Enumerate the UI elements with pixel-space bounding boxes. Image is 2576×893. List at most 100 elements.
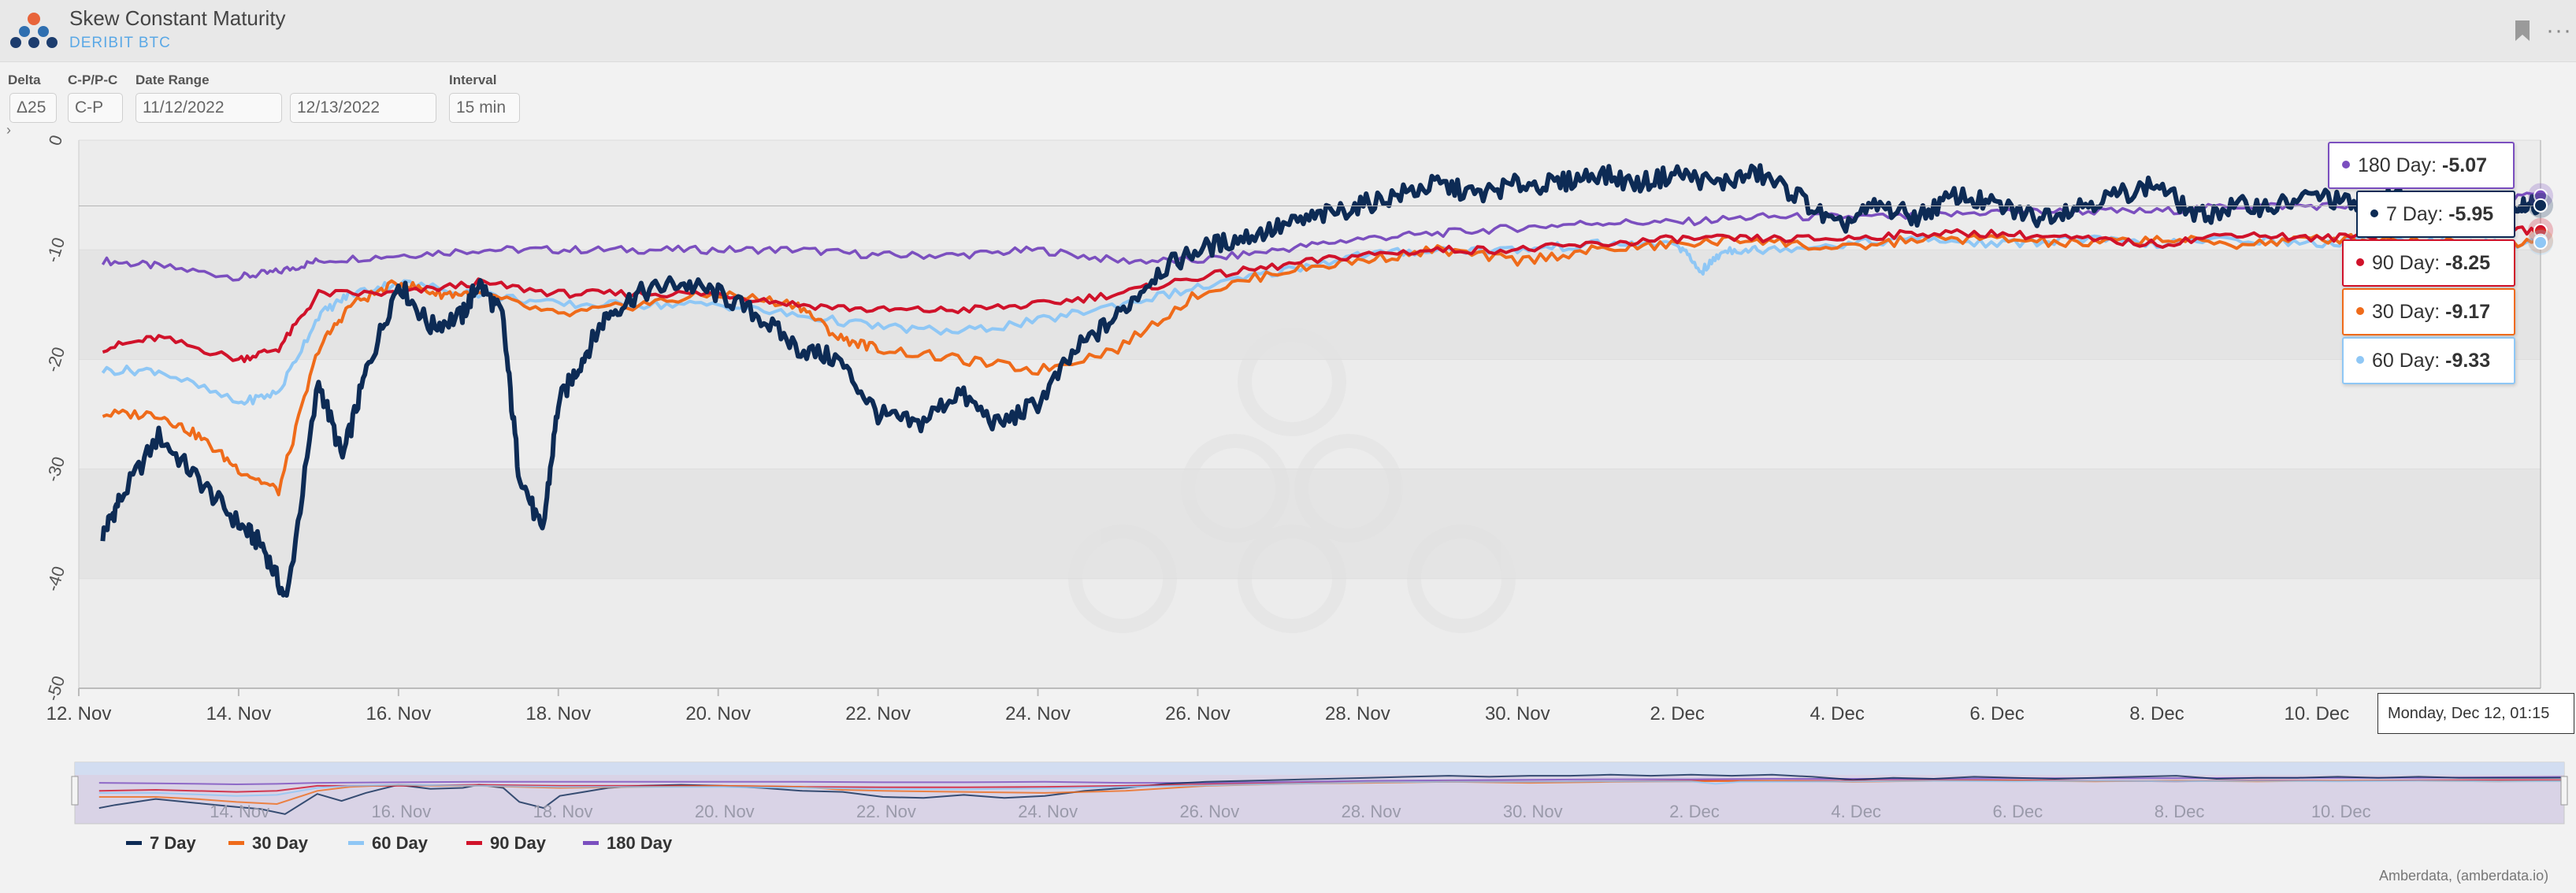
navigator-series-line [98, 776, 2565, 786]
navigator-tick-label: 22. Nov [856, 802, 916, 821]
y-tick-label: -10 [43, 235, 69, 265]
navigator-top-band [75, 762, 2564, 775]
tooltip-value: -9.17 [2445, 301, 2491, 323]
navigator-tick-label: 28. Nov [1342, 802, 1401, 821]
bookmark-icon[interactable] [2513, 19, 2532, 43]
x-tick-label: 12. Nov [46, 703, 112, 724]
tooltip-value: -9.33 [2445, 350, 2491, 372]
y-tick-label: 0 [45, 132, 67, 147]
x-tick-label: 10. Dec [2285, 703, 2350, 724]
legend-item-90-day[interactable]: 90 Day [466, 833, 546, 854]
legend-swatch [126, 841, 142, 846]
y-tick-label: -30 [43, 454, 69, 484]
navigator-tick-label: 8. Dec [2155, 802, 2205, 821]
x-tick-label: 8. Dec [2129, 703, 2184, 724]
date-range-start-input[interactable]: 11/12/2022 [135, 93, 282, 123]
crosshair-date-tooltip: Monday, Dec 12, 01:15 [2377, 693, 2574, 734]
legend-label: 180 Day [607, 833, 673, 853]
legend-swatch [583, 841, 599, 846]
amberdata-logo-icon [10, 13, 58, 48]
navigator-tick-label: 16. Nov [371, 802, 431, 821]
endpoint-marker [2533, 198, 2548, 213]
y-tick-label: -20 [43, 345, 69, 375]
navigator-left-handle[interactable] [71, 776, 79, 806]
x-axis: 12. Nov 14. Nov 16. Nov 18. Nov 20. Nov 22. N… [46, 687, 2541, 724]
cpc-label: C-P/P-C [68, 72, 118, 87]
x-tick-label: 28. Nov [1325, 703, 1390, 724]
chart-title: Skew Constant Maturity [69, 6, 286, 30]
navigator-tick-label: 30. Nov [1503, 802, 1563, 821]
navigator-tick-label: 10. Dec [2311, 802, 2371, 821]
x-tick-label: 16. Nov [366, 703, 431, 724]
legend-item-60-day[interactable]: 60 Day [348, 833, 428, 854]
tooltip-series-name: 180 Day [2358, 154, 2432, 176]
tooltip-series-name: 90 Day [2372, 252, 2435, 274]
tooltip-value: -5.07 [2442, 154, 2488, 176]
x-tick-label: 24. Nov [1005, 703, 1071, 724]
interval-label: Interval [449, 72, 497, 87]
tooltip-value: -5.95 [2448, 203, 2494, 225]
legend-item-180-day[interactable]: 180 Day [583, 833, 672, 854]
tooltip-dot [2370, 209, 2378, 218]
tooltip-dot [2356, 307, 2364, 316]
series-line-90-day[interactable] [102, 225, 2541, 364]
delta-select[interactable]: Δ25 [9, 93, 57, 123]
interval-select[interactable]: 15 min [449, 93, 520, 123]
series-line-180-day[interactable] [101, 191, 2541, 282]
tooltip-value: -8.25 [2445, 252, 2491, 274]
navigator-tick-label: 20. Nov [695, 802, 755, 821]
date-range-end-input[interactable]: 12/13/2022 [290, 93, 436, 123]
series-line-7-day[interactable] [100, 163, 2542, 598]
tooltip-series-name: 7 Day [2386, 203, 2438, 225]
x-tick-label: 2. Dec [1650, 703, 1705, 724]
navigator-tick-label: 14. Nov [210, 802, 269, 821]
x-tick-label: 4. Dec [1810, 703, 1864, 724]
navigator-series-line [98, 780, 2565, 797]
legend-swatch [228, 841, 244, 846]
tooltip-dot [2342, 161, 2350, 169]
navigator-series-line [98, 773, 2565, 815]
tooltip-series-name: 60 Day [2372, 350, 2435, 372]
legend-label: 90 Day [490, 833, 546, 853]
navigator[interactable]: 14. Nov 16. Nov 18. Nov 20. Nov 22. Nov 24. N… [71, 761, 2568, 824]
plot-area [79, 140, 2541, 688]
y-tick-label: -50 [43, 673, 69, 703]
tooltip-30-day: 30 Day: -9.17 [2342, 288, 2515, 335]
x-tick-label: 30. Nov [1485, 703, 1550, 724]
legend-item-30-day[interactable]: 30 Day [228, 833, 308, 854]
navigator-tick-label: 26. Nov [1179, 802, 1239, 821]
navigator-tick-label: 2. Dec [1669, 802, 1720, 821]
exchange-subtitle: DERIBIT BTC [69, 35, 171, 51]
navigator-tick-label: 6. Dec [1993, 802, 2043, 821]
x-tick-label: 22. Nov [845, 703, 911, 724]
data-credit: Amberdata, (amberdata.io) [2379, 868, 2549, 884]
chart-header: Skew Constant Maturity DERIBIT BTC ··· [0, 0, 2576, 62]
tooltip-dot [2356, 356, 2364, 365]
tooltip-60-day: 60 Day: -9.33 [2342, 337, 2515, 384]
x-tick-label: 6. Dec [1969, 703, 2024, 724]
legend-label: 30 Day [252, 833, 308, 853]
date-range-label: Date Range [135, 72, 210, 87]
legend-item-7-day[interactable]: 7 Day [126, 833, 196, 854]
series-lines [100, 163, 2542, 598]
navigator-tick-label: 18. Nov [533, 802, 593, 821]
tooltip-180-day: 180 Day: -5.07 [2328, 142, 2515, 189]
legend-label: 60 Day [372, 833, 428, 853]
tooltip-series-name: 30 Day [2372, 301, 2435, 323]
legend-label: 7 Day [150, 833, 196, 853]
cpc-select[interactable]: C-P [68, 93, 123, 123]
tooltip-7-day: 7 Day: -5.95 [2356, 191, 2515, 238]
navigator-right-handle[interactable] [2560, 776, 2568, 806]
delta-label: Delta [8, 72, 41, 87]
x-tick-label: 20. Nov [685, 703, 751, 724]
navigator-tick-label: 24. Nov [1018, 802, 1078, 821]
x-tick-label: 14. Nov [206, 703, 272, 724]
tooltip-dot [2356, 258, 2364, 267]
series-line-30-day[interactable] [102, 232, 2541, 497]
y-axis: 0 -10 -20 -30 -40 -50 [43, 132, 80, 703]
expand-arrow-icon[interactable]: › [6, 122, 11, 138]
more-options-icon[interactable]: ··· [2546, 17, 2572, 43]
series-endpoints [2528, 183, 2553, 255]
legend-swatch [348, 841, 364, 846]
skew-chart[interactable]: 0 -10 -20 -30 -40 -50 12. Nov 14. Nov 16. Nov 18… [0, 130, 2576, 839]
